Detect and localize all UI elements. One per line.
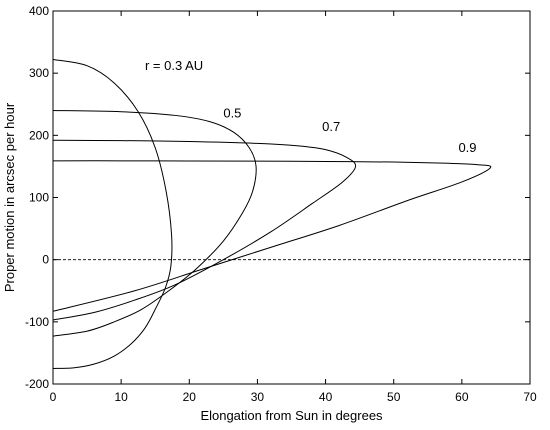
y-tick-label: -200 <box>25 377 49 391</box>
x-axis-label: Elongation from Sun in degrees <box>200 408 383 423</box>
y-tick-label: 0 <box>42 253 49 267</box>
curve-label-0: r = 0.3 AU <box>145 58 203 73</box>
series-line-3 <box>52 160 492 312</box>
curve-label-2: 0.7 <box>322 119 340 134</box>
y-tick-label: 100 <box>29 191 49 205</box>
plot-frame <box>52 10 531 385</box>
y-tick-label: 200 <box>29 128 49 142</box>
x-tick-label: 60 <box>455 390 469 404</box>
curve-label-1: 0.5 <box>223 105 241 120</box>
series-line-1 <box>52 109 257 337</box>
x-tick-label: 10 <box>114 390 128 404</box>
x-tick-label: 0 <box>50 390 57 404</box>
y-tick-label: -100 <box>25 315 49 329</box>
x-tick-label: 30 <box>251 390 265 404</box>
y-axis-label: Proper motion in arcsec per hour <box>2 102 17 292</box>
x-tick-label: 20 <box>183 390 197 404</box>
curve-label-3: 0.9 <box>458 140 476 155</box>
series-line-2 <box>52 139 357 321</box>
x-tick-label: 50 <box>387 390 401 404</box>
x-tick-label: 40 <box>319 390 333 404</box>
y-tick-label: 400 <box>29 4 49 18</box>
series-line-0 <box>52 58 173 369</box>
y-tick-label: 300 <box>29 66 49 80</box>
x-tick-label: 70 <box>523 390 537 404</box>
